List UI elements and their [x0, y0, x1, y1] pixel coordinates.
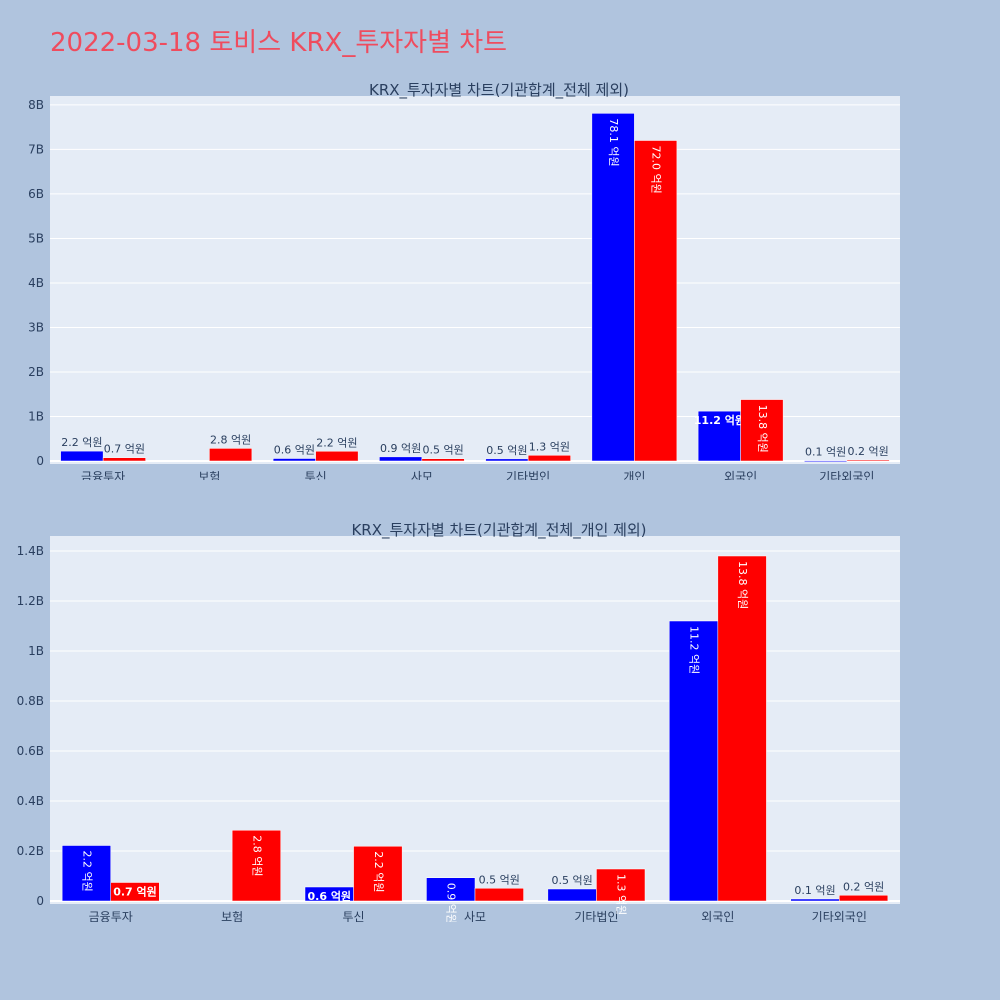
bar-value-label: 0.6 억원 — [274, 444, 315, 457]
y-tick-label: 7B — [28, 142, 44, 156]
plot-background — [50, 536, 900, 904]
sell-bar — [102, 457, 146, 462]
sell-bar — [846, 459, 890, 462]
sell-bar — [634, 140, 678, 462]
buy-bar — [790, 898, 840, 902]
y-tick-label: 0 — [36, 894, 44, 908]
x-tick-label: 기타외국인 — [812, 910, 867, 922]
bar-value-label: 0.7 억원 — [104, 443, 145, 456]
bar-value-label: 2.8 억원 — [210, 433, 251, 446]
x-tick-label: 보험 — [198, 470, 220, 480]
sell-bar — [231, 830, 281, 902]
y-tick-label: 4B — [28, 276, 44, 290]
x-tick-label: 외국인 — [701, 910, 734, 922]
bar-value-label: 11.2 억원 — [688, 626, 701, 674]
sell-bar — [740, 399, 784, 462]
x-tick-label: 투신 — [343, 910, 365, 922]
sell-bar — [717, 555, 767, 902]
page-title: 2022-03-18 토비스 KRX_투자자별 차트 — [50, 28, 508, 58]
y-tick-label: 5B — [28, 231, 44, 245]
bar-value-label: 0.1 억원 — [805, 446, 846, 459]
bar-value-label: 0.1 억원 — [794, 884, 835, 897]
y-tick-label: 0.4B — [17, 794, 44, 808]
x-tick-label: 금융투자 — [89, 910, 133, 922]
bar-value-label: 2.2 억원 — [316, 436, 357, 449]
sell-bar — [353, 846, 403, 902]
y-tick-label: 0.8B — [17, 694, 44, 708]
y-tick-label: 0 — [36, 454, 44, 468]
buy-bar — [591, 113, 635, 462]
y-tick-label: 8B — [28, 98, 44, 112]
buy-bar — [697, 410, 741, 462]
bar-value-label: 1.3 억원 — [529, 440, 570, 453]
x-tick-label: 기타법인 — [574, 910, 618, 922]
x-tick-label: 외국인 — [724, 470, 757, 480]
x-tick-label: 기타법인 — [506, 470, 550, 480]
x-tick-label: 금융투자 — [81, 470, 125, 480]
sell-bar — [474, 888, 524, 902]
bar-value-label: 0.2 억원 — [848, 445, 889, 458]
y-tick-label: 1B — [28, 644, 44, 658]
chart-investor-excl-individual: KRX_투자자별 차트(기관합계_전체_개인 제외) 0 0.2B 0.4B 0.6B 0… — [17, 521, 900, 922]
sell-bar — [527, 455, 571, 462]
sell-bar — [839, 895, 889, 902]
buy-bar — [547, 888, 597, 902]
buy-bar — [60, 450, 104, 462]
bar-value-label: 2.2 억원 — [80, 851, 93, 892]
chart-title: KRX_투자자별 차트(기관합계_전체 제외) — [369, 81, 629, 100]
buy-bar — [485, 458, 529, 462]
bar-value-label: 78.1 억원 — [607, 118, 620, 166]
bar-value-label: 0.5 억원 — [423, 444, 464, 457]
buy-bar — [61, 845, 111, 902]
bar-value-label: 1.3 억원 — [615, 874, 628, 915]
x-tick-label: 사모 — [464, 910, 486, 922]
bar-value-label: 0.7 억원 — [113, 885, 157, 899]
bar-value-label: 0.9 억원 — [380, 442, 421, 455]
y-tick-label: 1.2B — [17, 594, 44, 608]
bar-value-label: 72.0 억원 — [650, 146, 663, 194]
y-tick-label: 6B — [28, 187, 44, 201]
bar-value-label: 0.5 억원 — [479, 873, 520, 886]
x-tick-label: 사모 — [411, 470, 433, 480]
bar-value-label: 2.2 억원 — [372, 851, 385, 892]
buy-bar — [379, 456, 423, 462]
bar-value-label: 0.5 억원 — [486, 444, 527, 457]
x-tick-label: 기타외국인 — [819, 470, 874, 480]
y-tick-label: 3B — [28, 320, 44, 334]
x-tick-label: 투신 — [305, 470, 327, 480]
y-tick-label: 0.2B — [17, 844, 44, 858]
y-tick-label: 2B — [28, 365, 44, 379]
bar-value-label: 11.2 억원 — [694, 413, 745, 427]
sell-bar — [596, 868, 646, 902]
bar-value-label: 0.2 억원 — [843, 880, 884, 893]
buy-bar — [272, 458, 316, 462]
buy-bar — [669, 620, 719, 902]
bar-value-label: 13.8 억원 — [736, 561, 749, 609]
bar-value-label: 13.8 억원 — [756, 405, 769, 453]
bar-value-label: 2.8 억원 — [250, 835, 263, 876]
sell-bar — [209, 448, 253, 462]
sell-bar — [315, 451, 359, 462]
x-tick-label: 보험 — [221, 910, 243, 922]
x-tick-label: 개인 — [623, 470, 645, 480]
sell-bar — [110, 882, 160, 902]
bar-value-label: 0.6 억원 — [308, 889, 352, 903]
y-tick-label: 1.4B — [17, 544, 44, 558]
chart-investor-all: KRX_투자자별 차트(기관합계_전체 제외) 0 1B 2B 3B 4B 5B 6B 7B 8B… — [28, 81, 900, 480]
bar-value-label: 2.2 억원 — [61, 436, 102, 449]
y-tick-label: 1B — [28, 409, 44, 423]
bar-value-label: 0.9 억원 — [445, 883, 458, 922]
y-tick-label: 0.6B — [17, 744, 44, 758]
chart-title: KRX_투자자별 차트(기관합계_전체_개인 제외) — [351, 521, 646, 540]
buy-bar — [804, 460, 848, 462]
bar-value-label: 0.5 억원 — [552, 874, 593, 887]
sell-bar — [421, 458, 465, 462]
